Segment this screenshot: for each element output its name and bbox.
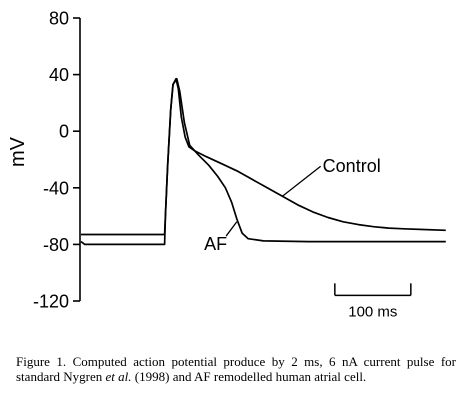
y-tick-label: -40: [43, 178, 69, 198]
figure-caption: Figure 1. Computed action potential prod…: [16, 354, 456, 384]
caption-text-1: Figure 1. Computed action potential prod…: [16, 354, 456, 384]
y-tick-label: -120: [33, 292, 69, 312]
y-tick-label: -80: [43, 235, 69, 255]
y-tick-label: 0: [59, 122, 69, 142]
annotation-af: AF: [204, 234, 227, 254]
annotation-leader: [225, 221, 238, 237]
series-layer: [80, 77, 446, 246]
scale-bar: 100 ms: [334, 283, 412, 320]
annotation-control: Control: [323, 156, 381, 176]
series-line-control: [81, 77, 446, 236]
caption-text-2: (1998) and AF remodelled human atrial ce…: [131, 369, 367, 384]
y-tick-label: 40: [49, 65, 69, 85]
y-axis: 80 40 0 -40 -80 -120: [33, 9, 81, 312]
caption-italic: et al.: [105, 369, 132, 384]
scale-bar-label: 100 ms: [348, 303, 397, 320]
series-line-af: [80, 77, 446, 246]
annotation-leader: [281, 165, 322, 197]
y-tick-label: 80: [49, 9, 69, 29]
annotation-layer: Control AF: [204, 156, 381, 254]
action-potential-chart: 80 40 0 -40 -80 -120 Control AF 100 ms mV: [7, 9, 446, 320]
y-axis-title: mV: [7, 136, 29, 167]
